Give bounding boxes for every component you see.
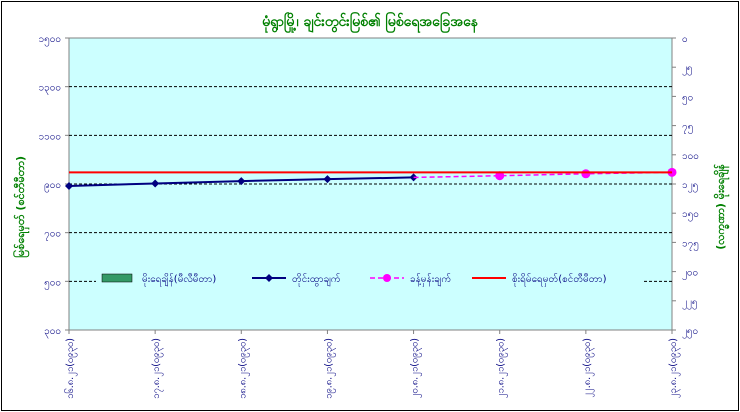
x-tick-label: ၁၆.၈.၂၁(၀၉၃၀) [65, 338, 77, 399]
left-tick-label: ၁၅၀၀ [39, 34, 62, 47]
legend-label: ခန့်မှန်းချက် [410, 272, 451, 287]
right-tick-label: ၇၅ [682, 122, 693, 135]
legend-marker [383, 274, 391, 282]
legend-entry-rainfall: မိုးရေချိန်(မီလီမီတာ) [101, 272, 216, 287]
chart-title: မုံရွာမြို့၊ ချင်းတွင်းမြစ်၏ မြစ်ရေအခြေအ… [262, 12, 479, 33]
right-tick-label: ၁၅၀ [682, 209, 699, 222]
x-axis: ၁၆.၈.၂၁(၀၉၃၀) ၁၇.၈.၂၁(၀၉၃၀) ၁၈.၈.၂၁(၀၉၃၀) ၁… [65, 330, 680, 399]
left-tick-label: ၉၀၀ [44, 180, 61, 193]
left-tick-label: ၅၀၀ [44, 277, 61, 290]
forecast-line [413, 171, 673, 179]
legend-background [96, 269, 642, 287]
x-tick-label: ၂၁.၈.၂၁(၀၉၃၀) [496, 338, 508, 398]
x-tick-label: ၂၂.၈.၂၁(၀၉၃၀) [582, 338, 594, 398]
x-tick-label: ၂၃.၈.၂၁(၀၉၃၀) [668, 338, 680, 398]
right-tick-label: ၁၇၅ [682, 238, 699, 251]
legend: မိုးရေချိန်(မီလီမီတာ) တိုင်းထွာချက် ခန့်မှ… [96, 269, 642, 287]
observed-point [65, 181, 73, 190]
x-tick-label: ၁၈.၈.၂၁(၀၉၃၀) [237, 338, 249, 399]
series-layer [65, 167, 677, 190]
left-tick-label: ၃၀၀ [44, 326, 61, 339]
forecast-point [581, 169, 591, 179]
right-tick-label: ၂၀၀ [682, 268, 698, 281]
observed-point [237, 177, 246, 186]
y-axis-label-left: မြစ်ရေမှတ် (စင်တီမီတာ) [12, 156, 30, 258]
right-tick-label: ၅၀ [682, 92, 693, 105]
right-tick-label: ၂၂၅ [682, 297, 697, 310]
left-tick-label: ၁၃၀၀ [39, 83, 62, 96]
left-tick-label: ၇၀၀ [44, 229, 61, 242]
observed-point [323, 175, 332, 184]
forecast-point [495, 171, 505, 181]
legend-marker [265, 274, 273, 282]
legend-label: တိုင်းထွာချက် [292, 272, 341, 287]
observed-point [151, 179, 160, 188]
right-tick-label: ၂၅ [682, 63, 693, 76]
x-tick-label: ၂၀.၈.၂၁(၀၉၃၀) [410, 338, 422, 398]
legend-swatch [101, 273, 133, 283]
left-tick-label: ၁၁၀၀ [39, 131, 62, 142]
right-tick-label: ၁၀၀ [682, 151, 699, 162]
legend-entry-observed: တိုင်းထွာချက် [252, 272, 341, 287]
legend-label: စိုးရိမ်ရေမှတ်(စင်တီမီတာ) [512, 272, 607, 287]
y-axis-label-right: (လက္ခဏာ) မိုးရေချိန် [713, 164, 730, 250]
right-tick-label: ၁၂၅ [682, 180, 698, 193]
legend-entry-forecast: ခန့်မှန်းချက် [370, 272, 451, 287]
right-tick-label: ၀ [682, 34, 688, 45]
x-tick-label: ၁၉.၈.၂၁(၀၉၃၀) [323, 338, 335, 399]
legend-label: မိုးရေချိန်(မီလီမီတာ) [142, 272, 216, 287]
right-tick-label: ၂၅၀ [682, 326, 698, 339]
legend-entry-warning: စိုးရိမ်ရေမှတ်(စင်တီမီတာ) [472, 272, 607, 287]
x-tick-label: ၁၇.၈.၂၁(၀၉၃၀) [151, 338, 163, 399]
